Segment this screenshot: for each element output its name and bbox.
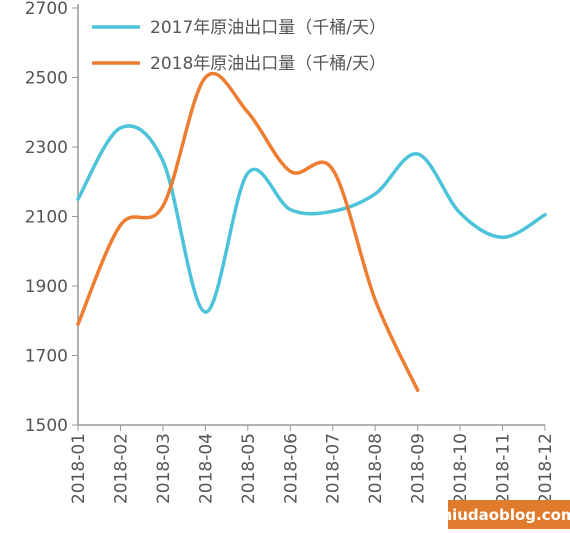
y-tick-label: 1900 [25, 277, 68, 297]
watermark-bg [448, 500, 570, 529]
y-tick-label: 2100 [25, 208, 68, 228]
x-tick-label: 2018-05 [239, 433, 259, 504]
y-tick-label: 2500 [25, 69, 68, 89]
x-tick-label: 2018-09 [409, 433, 429, 504]
y-tick-label: 1500 [25, 416, 68, 436]
y-tick-label: 2300 [25, 138, 68, 158]
x-tick-label: 2018-01 [69, 433, 89, 504]
series-line [76, 72, 420, 392]
x-tick-label: 2018-12 [536, 433, 556, 504]
x-tick-label: 2018-04 [196, 433, 216, 504]
legend-label: 2018年原油出口量（千桶/天） [150, 54, 386, 74]
x-tick-label: 2018-10 [451, 433, 471, 504]
x-tick-label: 2018-11 [494, 433, 514, 504]
x-tick-label: 2018-03 [154, 433, 174, 504]
x-tick-label: 2018-08 [366, 433, 386, 504]
y-tick-label: 1700 [25, 347, 68, 367]
legend-label: 2017年原油出口量（千桶/天） [150, 18, 386, 38]
watermark: niudaoblog.com [441, 506, 570, 524]
x-tick-label: 2018-06 [281, 433, 301, 504]
x-tick-label: 2018-02 [111, 433, 131, 504]
y-tick-label: 2700 [25, 0, 68, 19]
series-line [76, 124, 547, 314]
x-tick-label: 2018-07 [324, 433, 344, 504]
